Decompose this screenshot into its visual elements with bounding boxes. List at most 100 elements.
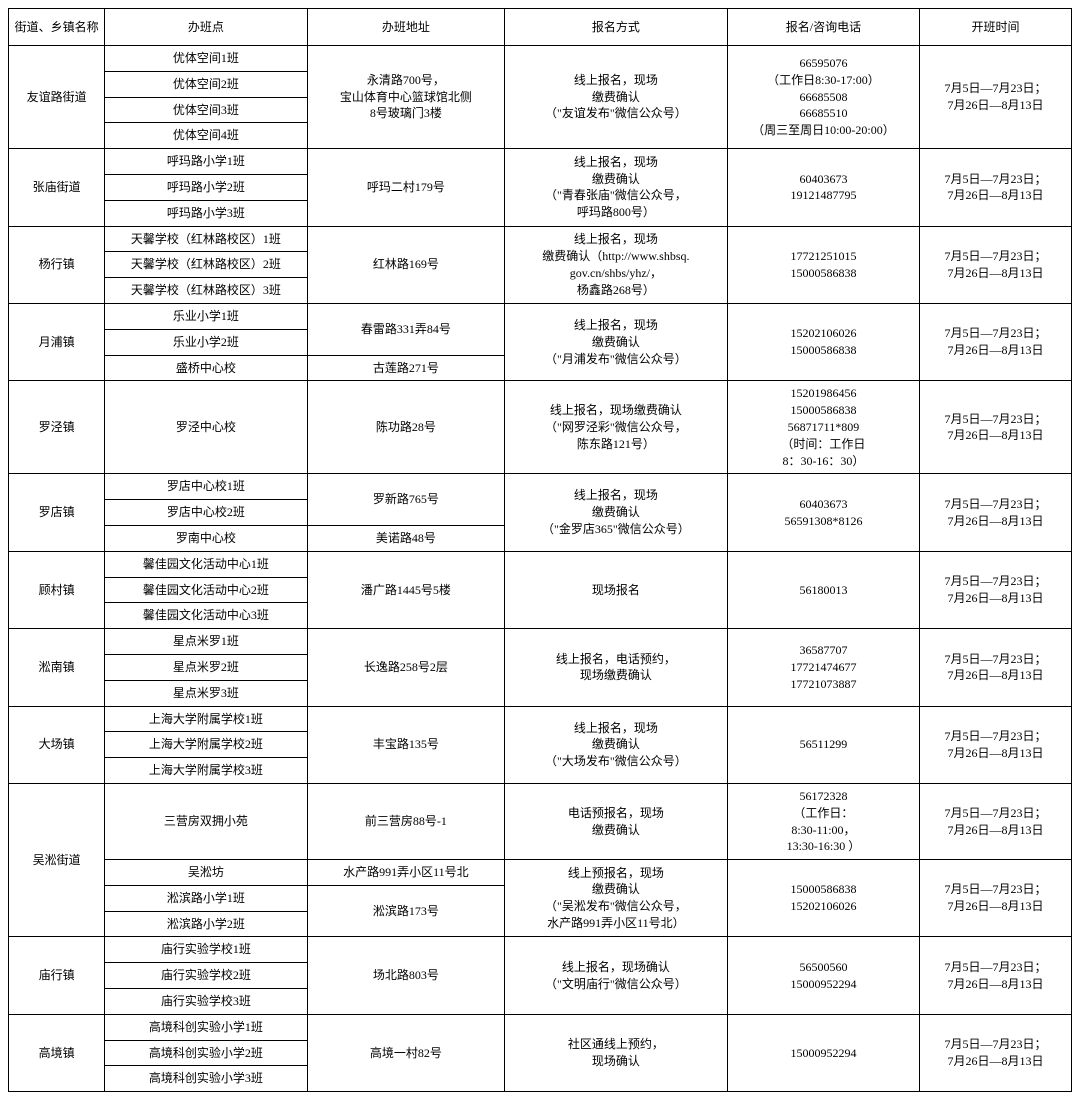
method-cell: 线上报名，现场缴费确认（"青春张庙"微信公众号，呼玛路800号） xyxy=(505,149,728,226)
method-cell: 线上报名，现场缴费确认（"大场发布"微信公众号） xyxy=(505,706,728,783)
class-cell: 盛桥中心校 xyxy=(105,355,307,381)
phone-cell: 365877071772147467717721073887 xyxy=(727,629,919,706)
class-cell: 高境科创实验小学2班 xyxy=(105,1040,307,1066)
district-cell: 淞南镇 xyxy=(9,629,105,706)
table-row: 顾村镇馨佳园文化活动中心1班潘广路1445号5楼现场报名561800137月5日… xyxy=(9,551,1072,577)
class-cell: 优体空间2班 xyxy=(105,71,307,97)
class-cell: 天馨学校（红林路校区）2班 xyxy=(105,252,307,278)
district-cell: 友谊路街道 xyxy=(9,46,105,149)
class-cell: 优体空间1班 xyxy=(105,46,307,72)
class-cell: 淞滨路小学2班 xyxy=(105,911,307,937)
class-cell: 高境科创实验小学3班 xyxy=(105,1066,307,1092)
table-row: 庙行镇庙行实验学校1班场北路803号线上报名，现场确认（"文明庙行"微信公众号）… xyxy=(9,937,1072,963)
address-cell: 高境一村82号 xyxy=(307,1014,504,1091)
address-cell: 前三营房88号-1 xyxy=(307,783,504,859)
table-row: 友谊路街道优体空间1班永清路700号，宝山体育中心篮球馆北侧8号玻璃门3楼线上报… xyxy=(9,46,1072,72)
table-row: 吴淞坊水产路991弄小区11号北线上预报名，现场缴费确认（"吴淞发布"微信公众号… xyxy=(9,860,1072,886)
district-cell: 罗泾镇 xyxy=(9,381,105,474)
class-cell: 上海大学附属学校1班 xyxy=(105,706,307,732)
class-cell: 星点米罗2班 xyxy=(105,654,307,680)
class-cell: 星点米罗1班 xyxy=(105,629,307,655)
address-cell: 丰宝路135号 xyxy=(307,706,504,783)
time-cell: 7月5日—7月23日；7月26日—8月13日 xyxy=(920,1014,1072,1091)
class-cell: 星点米罗3班 xyxy=(105,680,307,706)
address-cell: 古莲路271号 xyxy=(307,355,504,381)
class-cell: 上海大学附属学校2班 xyxy=(105,732,307,758)
class-cell: 优体空间4班 xyxy=(105,123,307,149)
time-cell: 7月5日—7月23日；7月26日—8月13日 xyxy=(920,706,1072,783)
table-row: 淞南镇星点米罗1班长逸路258号2层线上报名，电话预约，现场缴费确认365877… xyxy=(9,629,1072,655)
class-cell: 乐业小学1班 xyxy=(105,303,307,329)
class-cell: 罗泾中心校 xyxy=(105,381,307,474)
method-cell: 线上报名，现场缴费确认（"金罗店365"微信公众号） xyxy=(505,474,728,551)
method-cell: 电话预报名，现场缴费确认 xyxy=(505,783,728,859)
col-header-3: 报名方式 xyxy=(505,9,728,46)
method-cell: 线上报名，电话预约，现场缴费确认 xyxy=(505,629,728,706)
class-cell: 呼玛路小学2班 xyxy=(105,174,307,200)
time-cell: 7月5日—7月23日；7月26日—8月13日 xyxy=(920,46,1072,149)
method-cell: 线上预报名，现场缴费确认（"吴淞发布"微信公众号，水产路991弄小区11号北） xyxy=(505,860,728,937)
address-cell: 潘广路1445号5楼 xyxy=(307,551,504,628)
address-cell: 呼玛二村179号 xyxy=(307,149,504,226)
time-cell: 7月5日—7月23日；7月26日—8月13日 xyxy=(920,629,1072,706)
class-cell: 淞滨路小学1班 xyxy=(105,885,307,911)
district-cell: 张庙街道 xyxy=(9,149,105,226)
phone-cell: 56180013 xyxy=(727,551,919,628)
table-row: 高境镇高境科创实验小学1班高境一村82号社区通线上预约，现场确认15000952… xyxy=(9,1014,1072,1040)
district-cell: 杨行镇 xyxy=(9,226,105,303)
address-cell: 水产路991弄小区11号北 xyxy=(307,860,504,886)
class-cell: 优体空间3班 xyxy=(105,97,307,123)
time-cell: 7月5日—7月23日；7月26日—8月13日 xyxy=(920,303,1072,380)
phone-cell: 56172328（工作日：8:30-11:00，13:30-16:30 ） xyxy=(727,783,919,859)
col-header-5: 开班时间 xyxy=(920,9,1072,46)
class-cell: 上海大学附属学校3班 xyxy=(105,758,307,784)
col-header-2: 办班地址 xyxy=(307,9,504,46)
table-row: 罗泾镇罗泾中心校陈功路28号线上报名，现场缴费确认（"网罗泾彩"微信公众号，陈东… xyxy=(9,381,1072,474)
class-cell: 罗店中心校2班 xyxy=(105,500,307,526)
table-row: 吴淞街道三营房双拥小苑前三营房88号-1电话预报名，现场缴费确认56172328… xyxy=(9,783,1072,859)
phone-cell: 5650056015000952294 xyxy=(727,937,919,1014)
class-cell: 乐业小学2班 xyxy=(105,329,307,355)
method-cell: 线上报名，现场缴费确认（http://www.shbsq.gov.cn/shbs… xyxy=(505,226,728,303)
district-cell: 吴淞街道 xyxy=(9,783,105,937)
time-cell: 7月5日—7月23日；7月26日—8月13日 xyxy=(920,937,1072,1014)
phone-cell: 1520210602615000586838 xyxy=(727,303,919,380)
phone-cell: 66595076（工作日8:30-17:00）6668550866685510（… xyxy=(727,46,919,149)
phone-cell: 1500058683815202106026 xyxy=(727,860,919,937)
table-row: 月浦镇乐业小学1班春雷路331弄84号线上报名，现场缴费确认（"月浦发布"微信公… xyxy=(9,303,1072,329)
time-cell: 7月5日—7月23日；7月26日—8月13日 xyxy=(920,474,1072,551)
address-cell: 陈功路28号 xyxy=(307,381,504,474)
address-cell: 永清路700号，宝山体育中心篮球馆北侧8号玻璃门3楼 xyxy=(307,46,504,149)
district-cell: 顾村镇 xyxy=(9,551,105,628)
col-header-4: 报名/咨询电话 xyxy=(727,9,919,46)
time-cell: 7月5日—7月23日；7月26日—8月13日 xyxy=(920,551,1072,628)
class-cell: 三营房双拥小苑 xyxy=(105,783,307,859)
address-cell: 场北路803号 xyxy=(307,937,504,1014)
class-cell: 罗南中心校 xyxy=(105,525,307,551)
time-cell: 7月5日—7月23日；7月26日—8月13日 xyxy=(920,226,1072,303)
class-cell: 高境科创实验小学1班 xyxy=(105,1014,307,1040)
district-cell: 月浦镇 xyxy=(9,303,105,380)
method-cell: 线上报名，现场缴费确认（"友谊发布"微信公众号） xyxy=(505,46,728,149)
district-cell: 罗店镇 xyxy=(9,474,105,551)
table-row: 张庙街道呼玛路小学1班呼玛二村179号线上报名，现场缴费确认（"青春张庙"微信公… xyxy=(9,149,1072,175)
method-cell: 线上报名，现场确认（"文明庙行"微信公众号） xyxy=(505,937,728,1014)
table-row: 大场镇上海大学附属学校1班丰宝路135号线上报名，现场缴费确认（"大场发布"微信… xyxy=(9,706,1072,732)
table-row: 罗店镇罗店中心校1班罗新路765号线上报名，现场缴费确认（"金罗店365"微信公… xyxy=(9,474,1072,500)
col-header-1: 办班点 xyxy=(105,9,307,46)
class-cell: 呼玛路小学1班 xyxy=(105,149,307,175)
time-cell: 7月5日—7月23日；7月26日—8月13日 xyxy=(920,860,1072,937)
class-cell: 天馨学校（红林路校区）3班 xyxy=(105,278,307,304)
district-cell: 高境镇 xyxy=(9,1014,105,1091)
address-cell: 美诺路48号 xyxy=(307,525,504,551)
method-cell: 线上报名，现场缴费确认（"月浦发布"微信公众号） xyxy=(505,303,728,380)
address-cell: 长逸路258号2层 xyxy=(307,629,504,706)
class-cell: 馨佳园文化活动中心3班 xyxy=(105,603,307,629)
district-cell: 大场镇 xyxy=(9,706,105,783)
address-cell: 罗新路765号 xyxy=(307,474,504,526)
address-cell: 淞滨路173号 xyxy=(307,885,504,937)
time-cell: 7月5日—7月23日；7月26日—8月13日 xyxy=(920,149,1072,226)
class-cell: 馨佳园文化活动中心2班 xyxy=(105,577,307,603)
table-row: 杨行镇天馨学校（红林路校区）1班红林路169号线上报名，现场缴费确认（http:… xyxy=(9,226,1072,252)
district-cell: 庙行镇 xyxy=(9,937,105,1014)
